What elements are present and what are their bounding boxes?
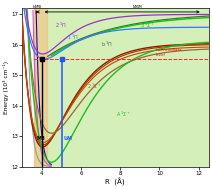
Text: b $^3\!\Pi$: b $^3\!\Pi$ bbox=[100, 40, 112, 50]
X-axis label: R  (Å): R (Å) bbox=[105, 177, 125, 186]
Bar bbox=[34, 8, 47, 167]
Y-axis label: Energy (10³ cm⁻¹): Energy (10³ cm⁻¹) bbox=[3, 61, 10, 114]
Text: 2 $^1\!\Pi$: 2 $^1\!\Pi$ bbox=[55, 21, 67, 30]
Text: 2 $^3\!\Sigma^+$: 2 $^3\!\Sigma^+$ bbox=[87, 82, 101, 91]
Bar bbox=[22, 8, 34, 167]
Text: A $^1\!\Sigma^+$: A $^1\!\Sigma^+$ bbox=[116, 109, 131, 119]
Text: UM: UM bbox=[63, 136, 72, 141]
Text: $W_{\mathsf{MB}}$: $W_{\mathsf{MB}}$ bbox=[32, 4, 43, 11]
Text: 3 $^1\!\Sigma^+$: 3 $^1\!\Sigma^+$ bbox=[140, 21, 154, 30]
Text: 1 $^1\!\Pi$: 1 $^1\!\Pi$ bbox=[67, 33, 79, 43]
Text: Intermediate
level: Intermediate level bbox=[156, 48, 182, 57]
Text: MB: MB bbox=[36, 136, 45, 141]
Text: $W_{\mathsf{UM}}$: $W_{\mathsf{UM}}$ bbox=[132, 4, 143, 11]
